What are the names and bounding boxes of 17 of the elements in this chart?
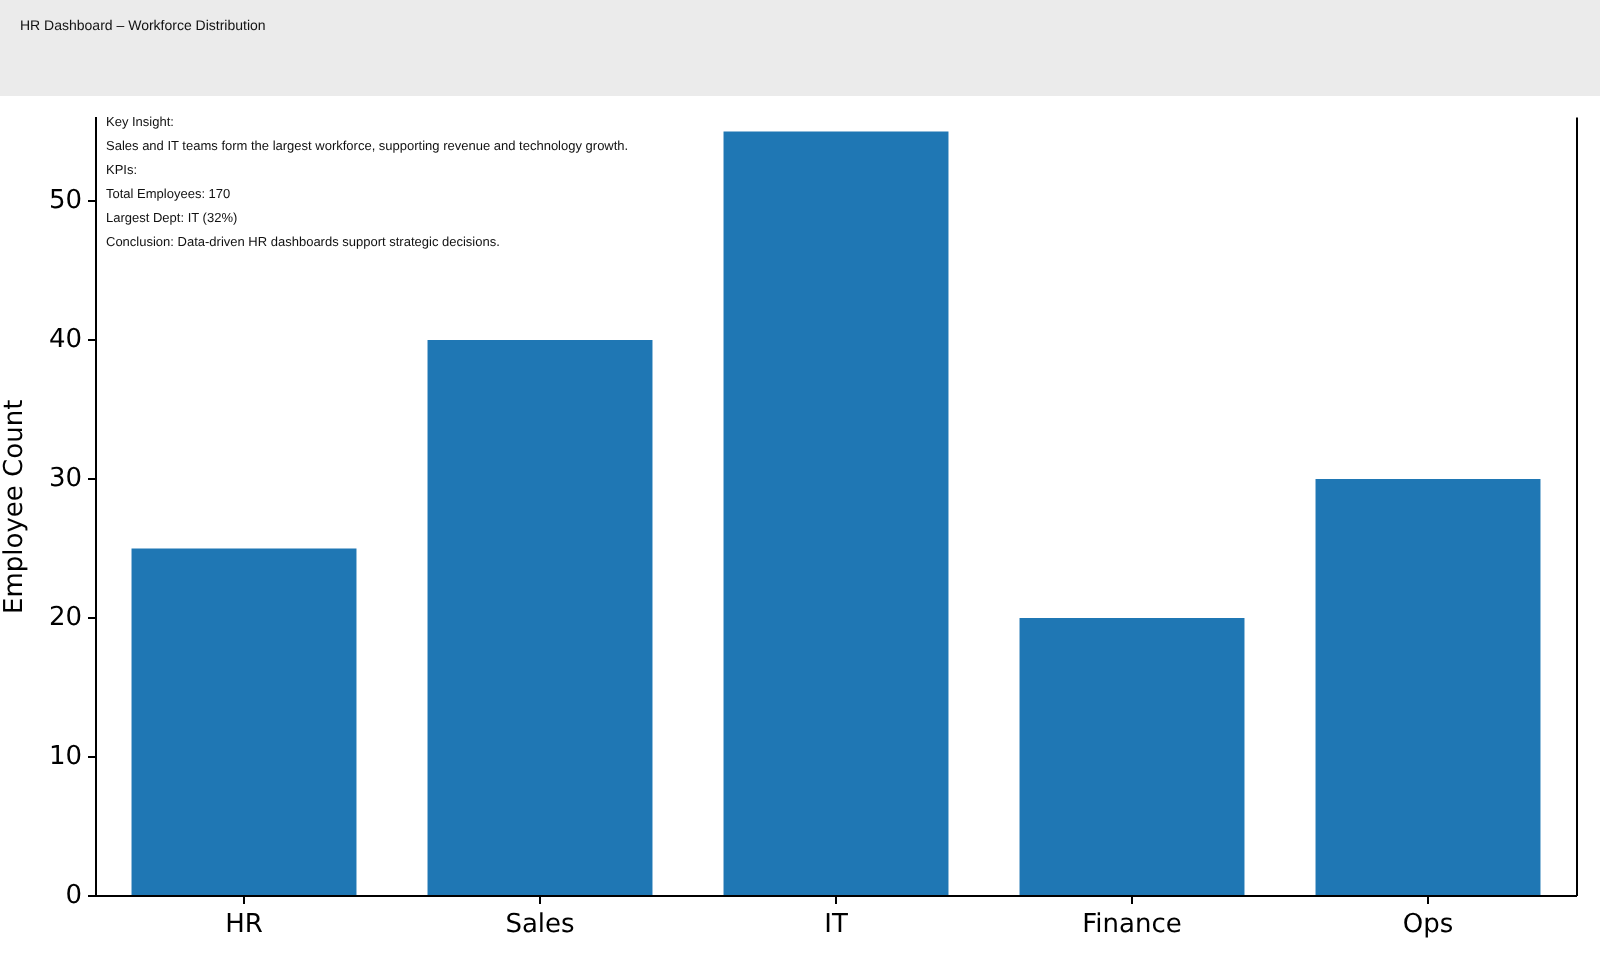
bar <box>427 340 653 895</box>
y-axis-title: Employee Count <box>0 399 31 614</box>
y-tick-label: 0 <box>65 880 82 911</box>
y-tick-label: 30 <box>48 463 82 494</box>
x-tick-label: Ops <box>1402 910 1454 941</box>
x-tick-label: Finance <box>1082 910 1182 941</box>
bar <box>1019 618 1245 895</box>
bar <box>131 548 357 895</box>
y-tick-label: 10 <box>48 741 82 772</box>
x-tick-label: Sales <box>505 910 576 941</box>
bar <box>723 131 949 895</box>
bar <box>1315 479 1541 895</box>
x-tick-label: HR <box>225 910 263 941</box>
y-tick-label: 40 <box>48 324 82 355</box>
y-tick-label: 50 <box>48 185 82 216</box>
y-tick-label: 20 <box>48 602 82 633</box>
x-tick-label: IT <box>824 910 848 941</box>
